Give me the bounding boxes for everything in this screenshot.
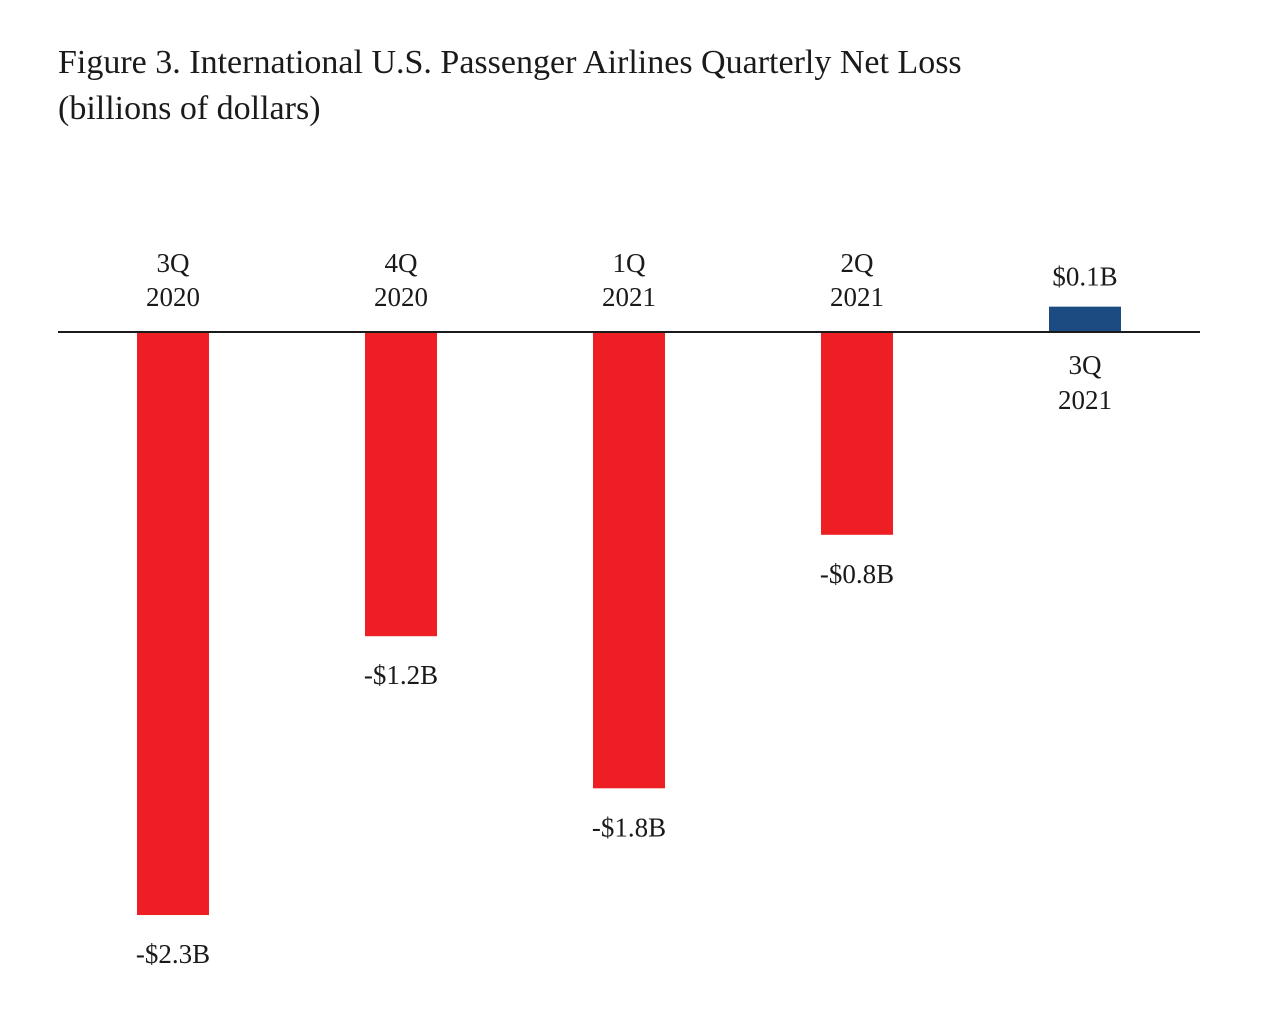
category-label: 2021 — [1058, 385, 1112, 415]
data-label: -$0.8B — [820, 559, 894, 589]
bar — [593, 332, 665, 789]
chart-title: Figure 3. International U.S. Passenger A… — [58, 44, 962, 81]
category-label: 2021 — [602, 282, 656, 312]
category-label: 2020 — [374, 282, 428, 312]
category-label: 2020 — [146, 282, 200, 312]
data-label: $0.1B — [1052, 262, 1117, 292]
chart-title-block: Figure 3. International U.S. Passenger A… — [58, 40, 962, 132]
bar — [821, 332, 893, 535]
data-label: -$2.3B — [136, 939, 210, 969]
category-label: 2Q — [841, 248, 875, 278]
category-label: 3Q — [157, 248, 191, 278]
bar — [365, 332, 437, 637]
bar — [1049, 306, 1121, 332]
bar — [137, 332, 209, 916]
category-label: 2021 — [830, 282, 884, 312]
category-label: 4Q — [385, 248, 419, 278]
data-label: -$1.2B — [364, 660, 438, 690]
category-label: 3Q — [1069, 350, 1103, 380]
data-label: -$1.8B — [592, 812, 666, 842]
chart-subtitle: (billions of dollars) — [58, 90, 321, 127]
category-label: 1Q — [613, 248, 647, 278]
